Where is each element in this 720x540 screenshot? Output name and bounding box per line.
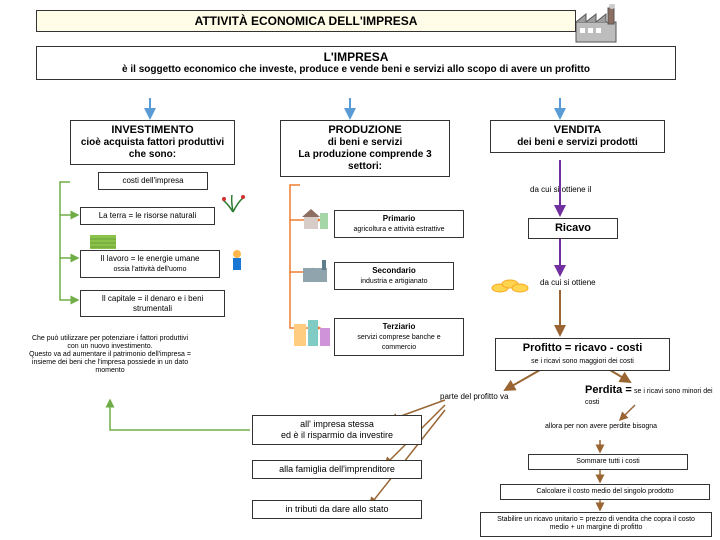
calc-sommare-t: Sommare tutti i costi <box>576 458 639 465</box>
secondario-box: Secondario industria e artigianato <box>334 262 454 290</box>
calc-medio-t: Calcolare il costo medio del singolo pro… <box>536 488 673 495</box>
field-icon <box>88 225 118 251</box>
ricavo-text: Ricavo <box>555 222 591 234</box>
capitale-text: Il capitale = il denaro e i beni strumen… <box>102 294 204 313</box>
worker-icon <box>222 248 252 274</box>
farm-icon <box>300 205 330 231</box>
primario-t: Primario <box>383 214 415 223</box>
prod-desc: di beni e servizi La produzione comprend… <box>287 137 443 173</box>
calc-sommare: Sommare tutti i costi <box>528 454 688 470</box>
calc-stabilire-t: Stabilire un ricavo unitario = prezzo di… <box>497 516 695 531</box>
coins-icon <box>490 268 530 294</box>
perdita-a: Perdita = <box>585 384 632 396</box>
services-icon <box>292 318 332 352</box>
inv-desc: cioè acquista fattori produttivi che son… <box>77 137 228 161</box>
terra-text: La terra = le risorse naturali <box>99 211 197 220</box>
dacui2: da cui si ottiene <box>540 278 596 287</box>
perdita-box: Perdita = se i ricavi sono minori dei co… <box>585 384 715 407</box>
lavoro-a: Il lavoro = le energie umane <box>101 254 200 263</box>
secondario-t: Secondario <box>372 266 416 275</box>
costi-box: costi dell'impresa <box>98 172 208 190</box>
parte-label: parte del profitto va <box>440 392 508 401</box>
dacui1: da cui si ottiene il <box>530 185 591 194</box>
allora-label: allora per non avere perdite bisogna <box>545 423 657 431</box>
dest-impresa-b: ed è il risparmio da investire <box>281 430 393 440</box>
lavoro-b: ossia l'attività dell'uomo <box>113 266 186 273</box>
secondario-d: industria e artigianato <box>361 278 428 285</box>
calc-stabilire: Stabilire un ricavo unitario = prezzo di… <box>480 512 712 537</box>
dest-famiglia-t: alla famiglia dell'imprenditore <box>279 464 395 474</box>
dest-famiglia: alla famiglia dell'imprenditore <box>252 460 422 479</box>
terziario-d: servizi comprese banche e commercio <box>357 334 440 351</box>
capitale-box: Il capitale = il denaro e i beni strumen… <box>80 290 225 317</box>
impresa-header: L'IMPRESA è il soggetto economico che in… <box>36 46 676 80</box>
plant-icon <box>218 192 248 218</box>
terziario-t: Terziario <box>383 322 416 331</box>
industry-icon <box>300 258 330 284</box>
inv-title: INVESTIMENTO <box>77 124 228 137</box>
ricavo-box: Ricavo <box>528 218 618 239</box>
lavoro-box: Il lavoro = le energie umane ossia l'att… <box>80 250 220 278</box>
investimento-box: INVESTIMENTO cioè acquista fattori produ… <box>70 120 235 165</box>
primario-box: Primario agricoltura e attività estratti… <box>334 210 464 238</box>
profitto-cond: se i ricavi sono maggiori dei costi <box>531 358 634 365</box>
prod-title: PRODUZIONE <box>287 124 443 137</box>
profitto-formula: Profitto = ricavo - costi <box>523 342 643 354</box>
title-text: ATTIVITÀ ECONOMICA DELL'IMPRESA <box>195 14 418 28</box>
terra-box: La terra = le risorse naturali <box>80 207 215 225</box>
investimento-note: Che può utilizzare per potenziare i fatt… <box>20 335 200 375</box>
vendita-title: VENDITA <box>497 124 658 137</box>
vendita-box: VENDITA dei beni e servizi prodotti <box>490 120 665 153</box>
calc-medio: Calcolare il costo medio del singolo pro… <box>500 484 710 500</box>
factory-icon <box>572 4 620 44</box>
dest-tributi: in tributi da dare allo stato <box>252 500 422 519</box>
impresa-desc: è il soggetto economico che investe, pro… <box>43 64 669 76</box>
impresa-title: L'IMPRESA <box>43 50 669 64</box>
page-title: ATTIVITÀ ECONOMICA DELL'IMPRESA <box>36 10 576 32</box>
vendita-desc: dei beni e servizi prodotti <box>497 137 658 149</box>
profitto-box: Profitto = ricavo - costi se i ricavi so… <box>495 338 670 371</box>
produzione-box: PRODUZIONE di beni e servizi La produzio… <box>280 120 450 177</box>
dest-impresa-a: all' impresa stessa <box>300 419 374 429</box>
dest-tributi-t: in tributi da dare allo stato <box>285 504 388 514</box>
terziario-box: Terziario servizi comprese banche e comm… <box>334 318 464 356</box>
costi-text: costi dell'impresa <box>122 176 183 185</box>
dest-impresa: all' impresa stessa ed è il risparmio da… <box>252 415 422 445</box>
primario-d: agricoltura e attività estrattive <box>353 226 444 233</box>
